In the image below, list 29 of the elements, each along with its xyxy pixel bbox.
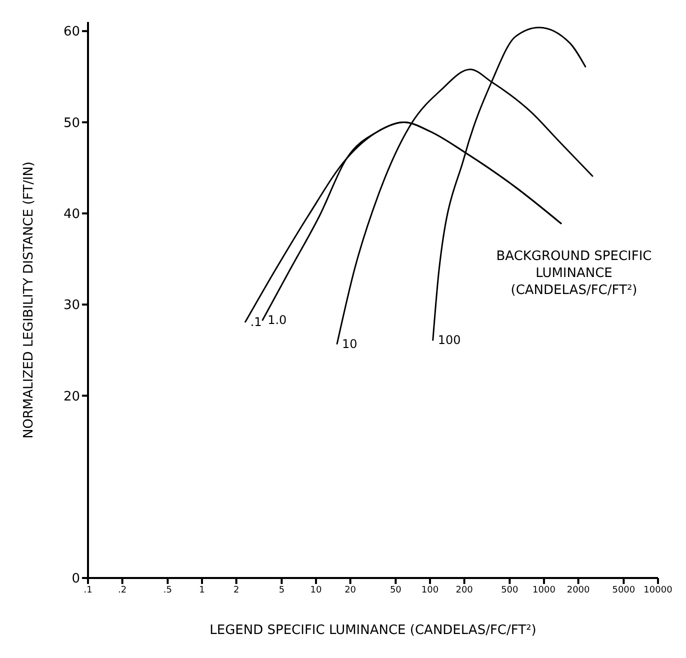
y-tick-label: 60 [63,24,80,40]
x-tick-label: 5000 [612,585,636,596]
x-tick-label: 50 [390,585,402,596]
x-tick-label: 10000 [644,585,673,596]
x-tick-label: 200 [456,585,474,596]
legend-title: BACKGROUND SPECIFIC LUMINANCE (CANDELAS/FC/FT²) [495,248,653,299]
x-tick-label: 10 [310,585,322,596]
x-tick-label: 1 [199,585,205,596]
x-tick-label: 100 [421,585,439,596]
y-tick-label: 40 [63,207,80,222]
x-tick-label: 1000 [532,585,556,596]
x-tick-label: 2000 [566,585,590,596]
y-tick-label: 0 [72,572,80,587]
y-tick-label: 30 [63,298,80,314]
series-label: 1.0 [268,313,287,328]
series-label: .1 [250,314,262,329]
x-axis-title: LEGEND SPECIFIC LUMINANCE (CANDELAS/FC/FT²) [210,623,536,638]
y-tick-label: 20 [63,389,80,404]
x-tick-label: 5 [278,585,285,596]
x-tick-label: .1 [84,585,92,596]
series-label: 100 [438,333,461,348]
y-tick-label: 50 [63,116,80,131]
x-tick-label: 20 [344,585,356,596]
x-tick-label: 500 [501,585,519,596]
x-tick-label: .2 [118,585,127,596]
x-tick-label: .5 [163,585,172,596]
y-axis-title: NORMALIZED LEGIBILITY DISTANCE (FT/IN) [22,162,37,438]
series-label: 10 [342,336,358,351]
x-tick-label: 2 [233,585,240,596]
